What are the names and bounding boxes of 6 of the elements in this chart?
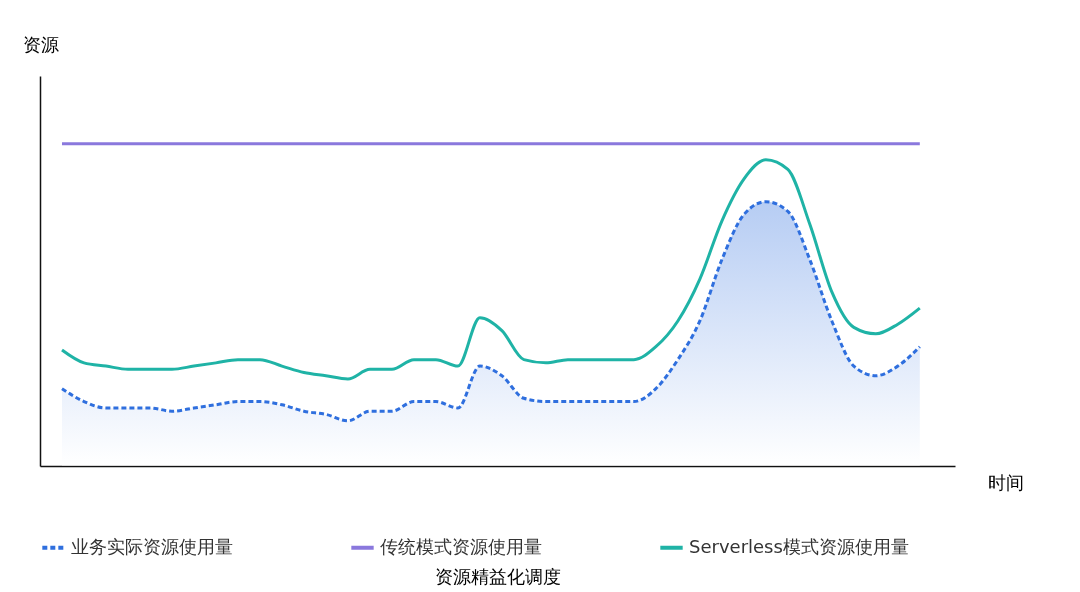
- legend-label: 业务实际资源使用量: [71, 535, 233, 557]
- text: 资源精益化调度: [434, 566, 561, 587]
- legend-label: Serverless模式资源使用量: [689, 535, 909, 557]
- x-axis-title: 时间: [987, 471, 1024, 493]
- y-axis-title: 资源: [22, 33, 59, 55]
- legend-label: 传统模式资源使用量: [380, 535, 542, 557]
